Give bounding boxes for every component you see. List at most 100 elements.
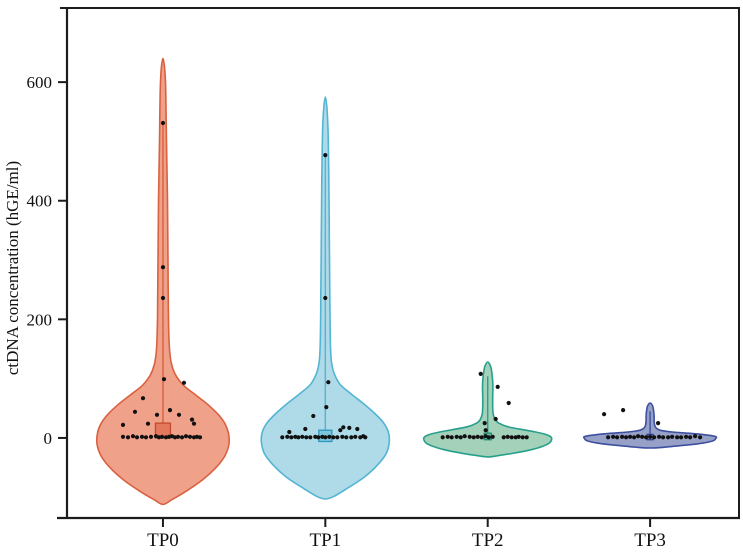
data-point bbox=[179, 435, 185, 440]
data-point bbox=[479, 435, 484, 440]
data-point bbox=[679, 435, 684, 440]
data-point bbox=[120, 434, 126, 439]
data-point bbox=[666, 435, 671, 440]
plot-area: 0 200 400 600 TP0 TP1 TP2 TP3 bbox=[27, 7, 740, 551]
data-point bbox=[486, 435, 491, 440]
data-point bbox=[621, 408, 626, 413]
data-point bbox=[154, 412, 160, 417]
data-point bbox=[303, 426, 308, 432]
data-point bbox=[160, 265, 166, 270]
data-point bbox=[688, 435, 693, 440]
data-point bbox=[340, 434, 345, 439]
data-point bbox=[175, 434, 181, 439]
data-point bbox=[148, 434, 154, 439]
data-point bbox=[440, 435, 445, 440]
y-tick-label: 200 bbox=[27, 310, 53, 329]
data-point bbox=[327, 434, 332, 439]
data-point bbox=[130, 434, 136, 439]
y-tick-label: 600 bbox=[27, 73, 53, 92]
data-point bbox=[331, 435, 336, 440]
data-point bbox=[458, 435, 463, 440]
data-point bbox=[304, 435, 309, 440]
data-point bbox=[125, 435, 131, 440]
data-point bbox=[684, 434, 689, 439]
data-point bbox=[145, 421, 151, 426]
data-point bbox=[698, 435, 703, 440]
x-tick-label-tp1: TP1 bbox=[309, 530, 341, 551]
data-point bbox=[445, 434, 450, 439]
data-point bbox=[640, 434, 645, 439]
data-point bbox=[355, 426, 360, 432]
y-tick-label: 400 bbox=[27, 192, 53, 211]
data-point bbox=[475, 434, 480, 439]
data-point bbox=[134, 435, 140, 440]
data-point bbox=[501, 435, 506, 440]
data-point bbox=[280, 435, 285, 440]
data-point bbox=[289, 435, 294, 440]
x-tick-label-tp0: TP0 bbox=[147, 530, 179, 551]
data-point bbox=[648, 434, 653, 439]
data-point bbox=[505, 434, 510, 439]
data-point bbox=[160, 120, 166, 126]
data-point bbox=[661, 435, 666, 440]
data-point bbox=[363, 435, 368, 440]
scatter-points-tp2 bbox=[440, 371, 529, 440]
data-point bbox=[159, 434, 165, 439]
data-point bbox=[490, 434, 495, 439]
data-point bbox=[189, 417, 195, 422]
y-tick-label: 0 bbox=[44, 429, 53, 448]
data-point bbox=[462, 434, 467, 439]
data-point bbox=[341, 425, 346, 430]
data-point bbox=[338, 428, 343, 433]
data-point bbox=[285, 434, 290, 439]
data-point bbox=[624, 435, 629, 440]
data-point bbox=[656, 421, 661, 426]
data-point bbox=[311, 413, 316, 419]
data-point bbox=[287, 429, 292, 435]
data-point bbox=[326, 380, 331, 385]
data-point bbox=[495, 384, 500, 389]
data-point bbox=[471, 435, 476, 440]
data-point bbox=[657, 434, 662, 439]
data-point bbox=[506, 400, 511, 406]
data-point bbox=[347, 425, 352, 430]
data-point bbox=[644, 435, 649, 440]
data-point bbox=[358, 435, 363, 440]
data-point bbox=[344, 435, 349, 440]
data-point bbox=[132, 409, 138, 414]
data-point bbox=[323, 153, 328, 158]
data-point bbox=[520, 435, 525, 440]
data-point bbox=[120, 422, 126, 427]
x-tick-label-tp3: TP3 bbox=[634, 530, 666, 551]
data-point bbox=[602, 412, 607, 417]
data-point bbox=[454, 434, 459, 439]
data-point bbox=[197, 435, 203, 440]
data-point bbox=[323, 435, 328, 440]
data-point bbox=[323, 295, 328, 301]
data-point bbox=[140, 396, 146, 401]
data-point bbox=[324, 405, 329, 410]
data-point bbox=[524, 435, 529, 440]
data-point bbox=[493, 416, 498, 422]
scatter-points-tp1 bbox=[280, 153, 368, 440]
data-point bbox=[620, 434, 625, 439]
data-point bbox=[183, 434, 189, 439]
data-point bbox=[632, 435, 637, 440]
y-axis-title: ctDNA concentration (hGE/ml) bbox=[3, 161, 22, 375]
data-point bbox=[167, 408, 173, 413]
data-point bbox=[478, 371, 483, 376]
data-point bbox=[349, 435, 354, 440]
data-point bbox=[449, 435, 454, 440]
data-point bbox=[670, 434, 675, 439]
data-point bbox=[482, 421, 487, 426]
data-point bbox=[467, 434, 472, 439]
data-point bbox=[308, 435, 313, 440]
data-point bbox=[693, 434, 698, 439]
data-point bbox=[296, 435, 301, 440]
scatter-points-tp0 bbox=[120, 120, 203, 440]
data-point bbox=[611, 434, 616, 439]
scatter-points-tp3 bbox=[602, 408, 703, 440]
data-point bbox=[353, 434, 358, 439]
data-point bbox=[161, 377, 167, 382]
